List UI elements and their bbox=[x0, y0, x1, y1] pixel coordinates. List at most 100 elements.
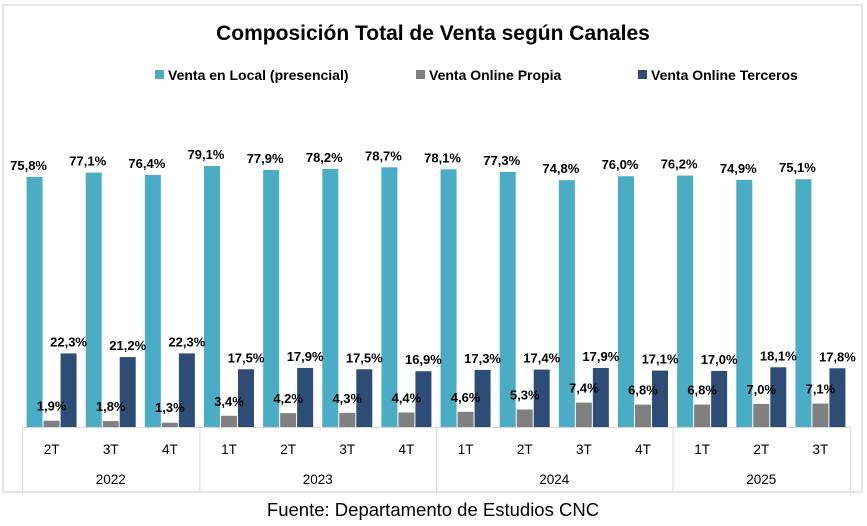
legend-label: Venta Online Terceros bbox=[651, 67, 798, 83]
tick-label: 1T bbox=[694, 442, 710, 457]
bar-venta-online-propia bbox=[694, 404, 711, 427]
data-label-venta-online-propia: 4,3% bbox=[332, 391, 362, 406]
bar-venta-online-propia bbox=[753, 403, 770, 427]
bar-venta-online-propia bbox=[339, 412, 356, 427]
bar-venta-online-terceros bbox=[474, 369, 491, 427]
data-label-venta-en-local-presencial: 78,1% bbox=[424, 150, 461, 165]
group-label-2023: 2023 bbox=[303, 472, 333, 487]
source-note: Fuente: Departamento de Estudios CNC bbox=[267, 499, 599, 520]
bar-venta-en-local-presencial bbox=[322, 168, 339, 427]
bar-venta-online-propia bbox=[161, 422, 178, 427]
bar-venta-online-terceros bbox=[829, 368, 846, 427]
category-axis: 2T 3T 4T 1T 2T 3T 4T 1T 2T 3T 4T 1T 2T 3T 2022 2023 2024… bbox=[22, 427, 851, 491]
bar-venta-en-local-presencial bbox=[26, 176, 43, 427]
bar-venta-online-terceros bbox=[178, 353, 195, 427]
bar-venta-en-local-presencial bbox=[736, 179, 753, 427]
bar-venta-online-terceros bbox=[533, 369, 550, 427]
data-label-venta-online-propia: 1,8% bbox=[96, 399, 126, 414]
legend-swatch bbox=[638, 70, 647, 79]
data-label-venta-online-terceros: 17,0% bbox=[701, 352, 738, 367]
bar-venta-en-local-presencial bbox=[618, 176, 634, 427]
bar-venta-online-terceros bbox=[119, 357, 136, 427]
data-label-venta-en-local-presencial: 75,1% bbox=[779, 160, 816, 175]
data-label-venta-online-terceros: 16,9% bbox=[405, 352, 442, 367]
bar-venta-en-local-presencial bbox=[558, 180, 575, 427]
data-label-venta-en-local-presencial: 77,1% bbox=[69, 154, 106, 169]
bar-venta-online-propia bbox=[575, 402, 592, 427]
data-label-venta-online-propia: 6,8% bbox=[628, 383, 658, 398]
data-label-venta-online-propia: 7,1% bbox=[806, 382, 836, 397]
data-label-venta-online-terceros: 17,3% bbox=[464, 351, 501, 366]
data-label-venta-en-local-presencial: 76,0% bbox=[602, 157, 639, 172]
data-label-venta-online-propia: 5,3% bbox=[510, 388, 540, 403]
group-label-2025: 2025 bbox=[746, 472, 776, 487]
tick-label: 2T bbox=[44, 442, 60, 457]
legend-item-venta-online-propia: Venta Online Propia bbox=[416, 67, 561, 83]
data-label-venta-online-terceros: 22,3% bbox=[50, 334, 87, 349]
data-label-venta-en-local-presencial: 74,9% bbox=[720, 161, 757, 176]
data-label-venta-online-propia: 3,4% bbox=[214, 394, 244, 409]
chart-title: Composición Total de Venta según Canales bbox=[216, 22, 650, 45]
tick-label: 3T bbox=[576, 442, 592, 457]
data-label-venta-online-terceros: 17,1% bbox=[642, 352, 679, 367]
data-label-venta-online-propia: 4,2% bbox=[273, 391, 303, 406]
bar-venta-en-local-presencial bbox=[499, 171, 516, 427]
bar-venta-online-propia bbox=[221, 415, 237, 427]
bar-venta-online-propia bbox=[812, 403, 829, 427]
tick-label: 2T bbox=[517, 442, 533, 457]
data-label-venta-online-terceros: 17,4% bbox=[523, 351, 560, 366]
bar-venta-online-propia bbox=[280, 413, 297, 427]
bar-venta-en-local-presencial bbox=[263, 169, 280, 428]
bar-venta-online-propia bbox=[43, 420, 60, 427]
data-label-venta-online-propia: 4,4% bbox=[392, 390, 422, 405]
bar-venta-online-terceros bbox=[770, 367, 787, 427]
bar-venta-online-propia bbox=[457, 411, 474, 427]
bar-venta-en-local-presencial bbox=[677, 175, 694, 427]
data-label-venta-en-local-presencial: 79,1% bbox=[188, 147, 225, 162]
data-label-venta-en-local-presencial: 75,8% bbox=[10, 158, 47, 173]
data-label-venta-en-local-presencial: 78,7% bbox=[365, 148, 402, 163]
legend-item-venta-en-local-presencial: Venta en Local (presencial) bbox=[155, 67, 349, 83]
tick-label: 4T bbox=[162, 442, 178, 457]
tick-label: 1T bbox=[221, 442, 237, 457]
bar-venta-online-propia bbox=[635, 404, 651, 427]
data-label-venta-online-propia: 7,4% bbox=[569, 381, 599, 396]
legend-swatch bbox=[416, 70, 425, 79]
data-label-venta-online-propia: 6,8% bbox=[687, 383, 717, 398]
data-label-venta-online-terceros: 17,9% bbox=[287, 349, 324, 364]
bar-venta-online-terceros bbox=[238, 369, 254, 427]
tick-label: 4T bbox=[399, 442, 415, 457]
data-label-venta-online-propia: 7,0% bbox=[746, 382, 776, 397]
bar-venta-online-terceros bbox=[652, 370, 668, 427]
group-label-2024: 2024 bbox=[539, 472, 570, 487]
data-label-venta-online-terceros: 17,5% bbox=[228, 350, 265, 365]
data-label-venta-online-terceros: 21,2% bbox=[109, 338, 146, 353]
tick-label: 3T bbox=[103, 442, 119, 457]
data-label-venta-online-terceros: 22,3% bbox=[168, 334, 205, 349]
plot-area bbox=[26, 166, 846, 428]
legend: Venta en Local (presencial) Venta Online … bbox=[155, 67, 798, 83]
bar-venta-en-local-presencial bbox=[85, 172, 102, 427]
bar-venta-en-local-presencial bbox=[204, 166, 220, 427]
legend-label: Venta en Local (presencial) bbox=[168, 67, 349, 83]
data-label-venta-en-local-presencial: 76,2% bbox=[661, 157, 698, 172]
data-label-venta-online-propia: 1,3% bbox=[155, 400, 185, 415]
data-label-venta-online-terceros: 17,8% bbox=[819, 349, 856, 364]
legend-label: Venta Online Propia bbox=[429, 67, 561, 83]
data-label-venta-online-terceros: 18,1% bbox=[760, 348, 797, 363]
data-label-venta-en-local-presencial: 74,8% bbox=[542, 161, 579, 176]
chart-frame bbox=[2, 4, 863, 493]
group-label-2022: 2022 bbox=[96, 472, 126, 487]
bar-venta-online-terceros bbox=[356, 369, 373, 427]
data-label-venta-en-local-presencial: 76,4% bbox=[128, 156, 165, 171]
bar-venta-online-propia bbox=[102, 421, 119, 427]
data-label-venta-en-local-presencial: 77,3% bbox=[483, 153, 520, 168]
bar-venta-online-terceros bbox=[592, 367, 609, 427]
bar-venta-en-local-presencial bbox=[144, 174, 161, 427]
bar-venta-en-local-presencial bbox=[440, 169, 457, 427]
bar-venta-online-terceros bbox=[297, 367, 314, 427]
tick-label: 1T bbox=[458, 442, 474, 457]
data-labels: 75,8% 1,9% 22,3% 77,1% 1,8% 21,2% 76,4% 1,3% 22,… bbox=[10, 147, 856, 415]
tick-label: 2T bbox=[280, 442, 296, 457]
bar-venta-online-terceros bbox=[60, 353, 77, 427]
